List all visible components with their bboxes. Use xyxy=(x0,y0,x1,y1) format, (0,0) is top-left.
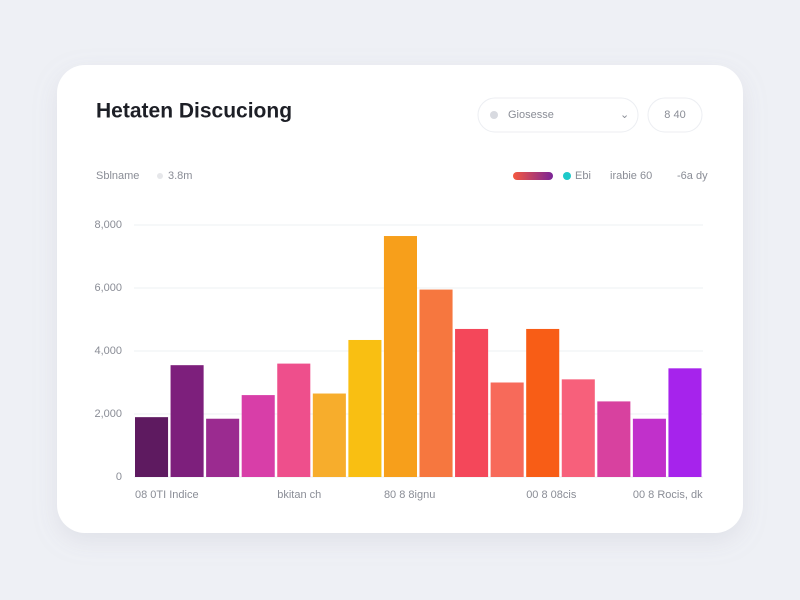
button-label: 8 40 xyxy=(664,109,685,121)
bar xyxy=(526,328,560,477)
bar xyxy=(455,328,489,477)
x-tick-label: 00 8 Rocis, dk xyxy=(633,489,703,501)
legend-label: -6a dy xyxy=(677,170,708,182)
bar xyxy=(597,401,631,477)
bar xyxy=(490,382,524,477)
y-tick-label: 8,000 xyxy=(94,219,122,231)
x-tick-label: 80 8 8ignu xyxy=(384,489,435,501)
bar xyxy=(206,418,240,477)
bar xyxy=(277,363,311,477)
dot xyxy=(157,173,163,179)
bar xyxy=(668,368,702,477)
legend-label: irabie 60 xyxy=(610,170,652,182)
chart-title: Hetaten Discuciong xyxy=(96,100,292,123)
button[interactable] xyxy=(647,97,703,133)
bar xyxy=(419,289,453,477)
bar xyxy=(561,379,595,477)
x-tick-label: 00 8 08cis xyxy=(526,489,577,501)
search-box[interactable] xyxy=(477,97,639,133)
y-tick-label: 6,000 xyxy=(94,282,122,294)
subtitle-value: 3.8m xyxy=(168,170,192,182)
x-tick-label: 08 0TI Indice xyxy=(135,489,199,501)
y-tick-label: 0 xyxy=(116,471,122,483)
legend-label: Ebi xyxy=(575,170,591,182)
legend-dot xyxy=(563,172,571,180)
bar xyxy=(170,365,204,477)
x-tick-label: bkitan ch xyxy=(277,489,321,501)
subtitle: Sblname xyxy=(96,170,139,182)
y-tick-label: 2,000 xyxy=(94,408,122,420)
bar xyxy=(241,395,275,477)
legend-swatch xyxy=(513,172,553,180)
bar xyxy=(135,417,169,477)
bar xyxy=(348,339,382,477)
bar xyxy=(312,393,346,477)
chevron: ⌄ xyxy=(620,109,629,121)
bar xyxy=(632,418,666,477)
y-tick-label: 4,000 xyxy=(94,345,122,357)
bar xyxy=(383,236,417,477)
search-icon xyxy=(490,111,498,119)
search-placeholder: Giosesse xyxy=(508,109,554,121)
